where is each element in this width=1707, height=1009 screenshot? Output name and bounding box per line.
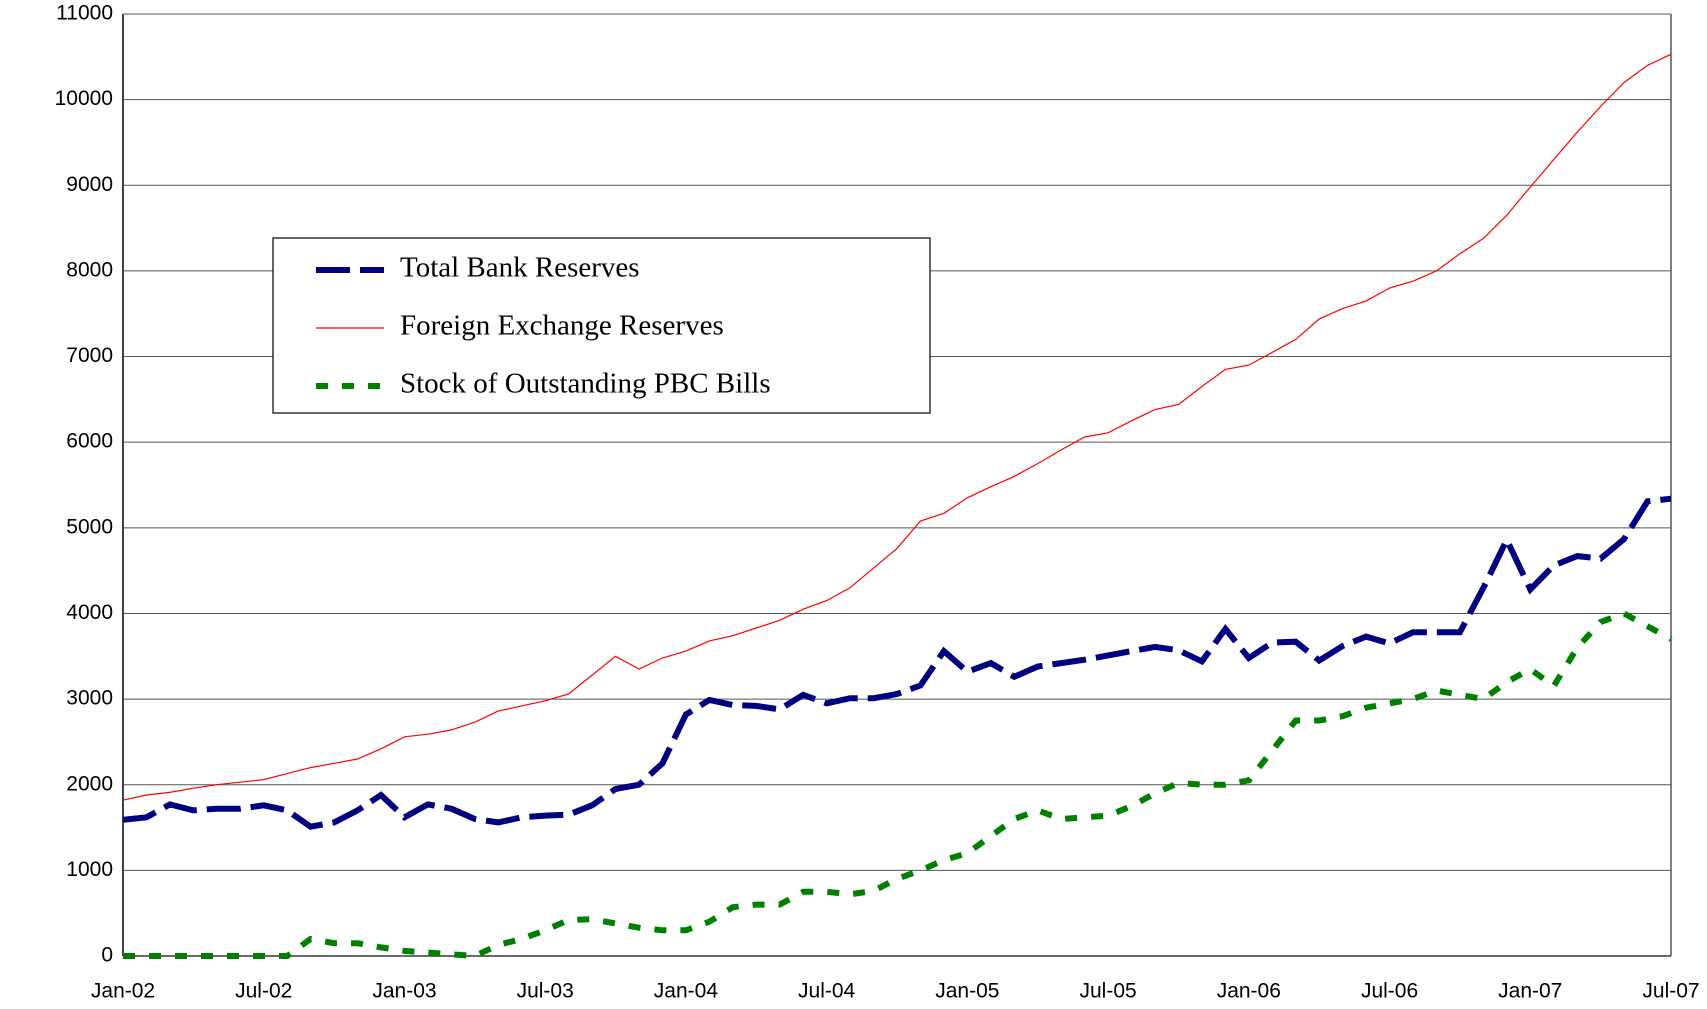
x-tick-label: Jul-03	[517, 980, 574, 1003]
y-tick-label: 6000	[66, 430, 113, 453]
y-tick-label: 9000	[66, 173, 113, 196]
y-tick-label: 3000	[66, 687, 113, 710]
legend: Total Bank Reserves Foreign Exchange Rese…	[316, 252, 771, 400]
y-tick-label: 2000	[66, 772, 113, 795]
y-tick-label: 8000	[66, 258, 113, 281]
x-tick-label: Jan-04	[654, 980, 719, 1003]
y-tick-label: 5000	[66, 515, 113, 538]
x-tick-label: Jul-07	[1642, 980, 1699, 1003]
x-tick-label: Jan-05	[935, 980, 999, 1003]
x-tick-label: Jan-07	[1498, 980, 1562, 1003]
y-tick-label: 4000	[66, 601, 113, 624]
y-tick-label: 10000	[55, 87, 113, 110]
series-line	[123, 610, 1673, 960]
x-tick-label: Jul-06	[1361, 980, 1418, 1003]
series-line	[122, 495, 1672, 830]
plot	[122, 13, 1673, 960]
y-tick-label: 11000	[56, 2, 113, 25]
x-tick-label: Jul-02	[235, 980, 292, 1003]
legend-label: Foreign Exchange Reserves	[400, 310, 724, 342]
y-tick-label: 7000	[66, 344, 113, 367]
y-tick-label: 0	[101, 944, 113, 967]
x-tick-label: Jul-04	[798, 980, 856, 1003]
x-tick-label: Jan-02	[91, 980, 155, 1003]
x-tick-label: Jan-06	[1217, 980, 1281, 1003]
x-tick-label: Jan-03	[372, 980, 436, 1003]
y-tick-label: 1000	[66, 858, 113, 881]
legend-label: Stock of Outstanding PBC Bills	[400, 368, 771, 400]
series-line	[122, 53, 1672, 801]
x-tick-label: Jul-05	[1079, 980, 1136, 1003]
legend-label: Total Bank Reserves	[400, 252, 640, 284]
